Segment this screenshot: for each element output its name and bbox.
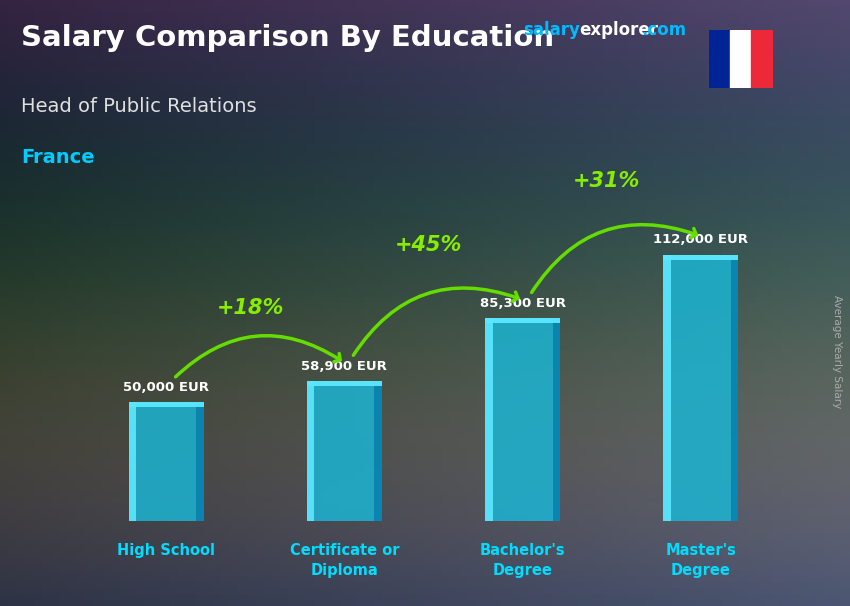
Text: +31%: +31% — [573, 171, 640, 191]
Text: explorer: explorer — [580, 21, 659, 39]
Text: +45%: +45% — [394, 235, 462, 255]
Text: Average Yearly Salary: Average Yearly Salary — [832, 295, 842, 408]
Text: 112,000 EUR: 112,000 EUR — [654, 233, 749, 246]
Bar — [664, 255, 739, 521]
Text: France: France — [21, 148, 95, 167]
Text: Head of Public Relations: Head of Public Relations — [21, 97, 257, 116]
Bar — [751, 30, 773, 88]
Text: Bachelor's
Degree: Bachelor's Degree — [480, 543, 565, 578]
Text: salary: salary — [523, 21, 580, 39]
Bar — [128, 402, 203, 521]
Text: .com: .com — [641, 21, 686, 39]
Bar — [307, 381, 314, 521]
Bar — [485, 318, 560, 323]
Bar — [485, 318, 560, 521]
Bar — [664, 255, 739, 259]
Bar — [128, 402, 203, 407]
Text: 85,300 EUR: 85,300 EUR — [479, 297, 565, 310]
Bar — [374, 381, 382, 521]
Bar — [307, 381, 382, 386]
Bar — [307, 381, 382, 521]
Text: High School: High School — [117, 543, 215, 558]
Text: Certificate or
Diploma: Certificate or Diploma — [290, 543, 400, 578]
Bar — [664, 255, 671, 521]
Text: Salary Comparison By Education: Salary Comparison By Education — [21, 24, 554, 52]
Text: Master's
Degree: Master's Degree — [666, 543, 736, 578]
Text: 58,900 EUR: 58,900 EUR — [302, 359, 388, 373]
Text: +18%: +18% — [217, 298, 284, 318]
Bar — [731, 255, 739, 521]
Bar — [730, 30, 751, 88]
Bar — [196, 402, 203, 521]
Bar — [709, 30, 730, 88]
Bar — [552, 318, 560, 521]
Text: 50,000 EUR: 50,000 EUR — [123, 381, 209, 394]
Bar — [128, 402, 136, 521]
Bar — [485, 318, 493, 521]
